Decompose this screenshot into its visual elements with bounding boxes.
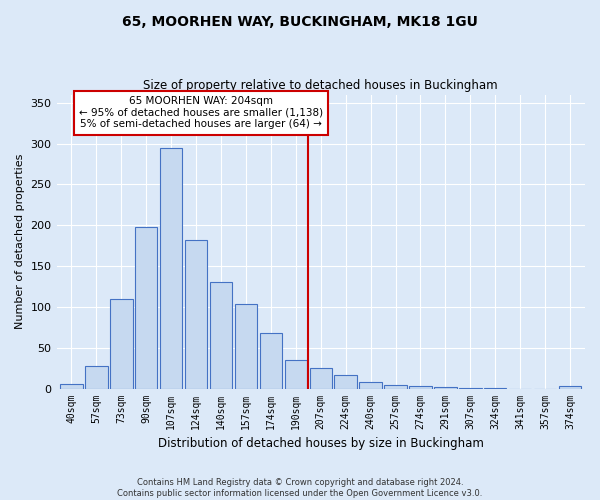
Text: 65, MOORHEN WAY, BUCKINGHAM, MK18 1GU: 65, MOORHEN WAY, BUCKINGHAM, MK18 1GU [122,15,478,29]
Bar [359,382,382,388]
Bar [235,304,257,388]
Bar [434,387,457,388]
Bar [160,148,182,388]
Bar [284,360,307,388]
Bar [110,298,133,388]
Bar [409,386,431,388]
Bar [60,384,83,388]
Bar [334,376,357,388]
X-axis label: Distribution of detached houses by size in Buckingham: Distribution of detached houses by size … [158,437,484,450]
Bar [210,282,232,389]
Bar [310,368,332,388]
Bar [185,240,208,388]
Bar [85,366,107,388]
Bar [385,386,407,388]
Bar [135,227,157,388]
Bar [559,386,581,388]
Y-axis label: Number of detached properties: Number of detached properties [15,154,25,329]
Bar [260,333,282,388]
Title: Size of property relative to detached houses in Buckingham: Size of property relative to detached ho… [143,79,498,92]
Text: 65 MOORHEN WAY: 204sqm
← 95% of detached houses are smaller (1,138)
5% of semi-d: 65 MOORHEN WAY: 204sqm ← 95% of detached… [79,96,323,130]
Text: Contains HM Land Registry data © Crown copyright and database right 2024.
Contai: Contains HM Land Registry data © Crown c… [118,478,482,498]
